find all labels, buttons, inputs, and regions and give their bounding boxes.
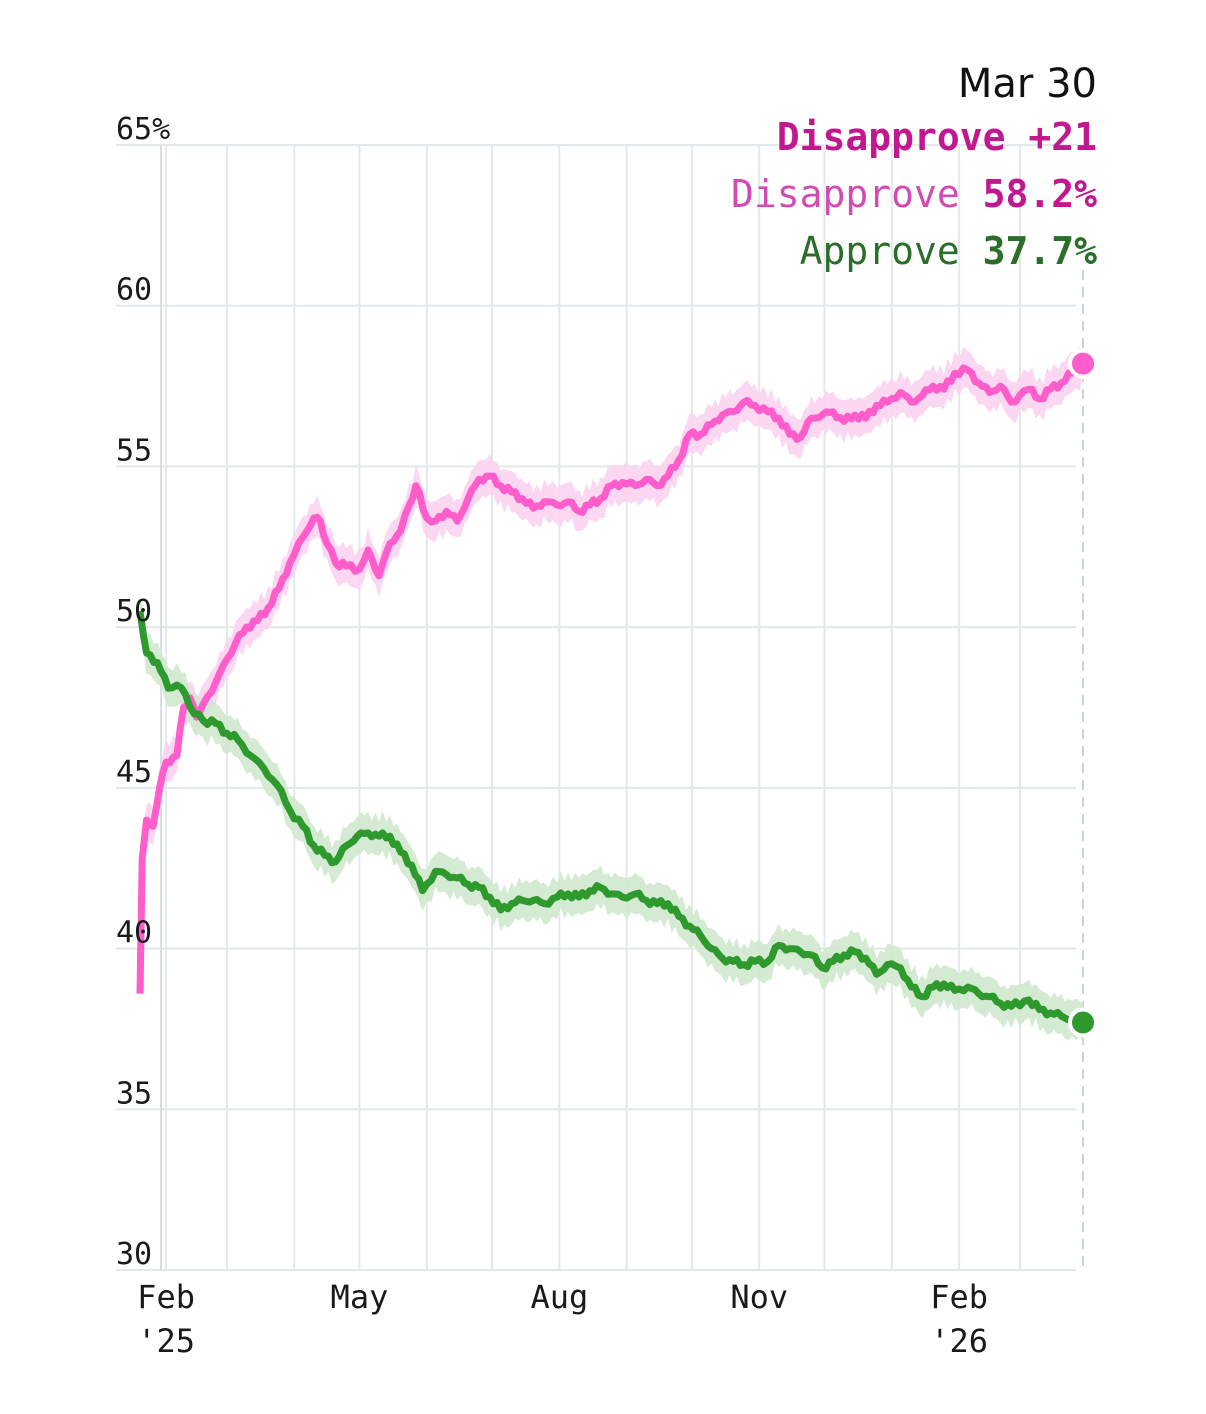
y-tick-label: 40: [116, 916, 152, 951]
series-endpoints: [1068, 348, 1098, 1038]
legend-disapprove: Disapprove 58.2%: [731, 172, 1097, 216]
legend-approve-name: Approve: [800, 229, 960, 273]
series-lines: [136, 361, 1086, 1026]
endpoint-approve: [1068, 1007, 1098, 1038]
y-tick-label: 30: [116, 1237, 152, 1272]
x-tick-label: May: [331, 1278, 389, 1316]
y-gridlines: [116, 144, 1076, 1271]
line-disapprove: [136, 361, 1086, 994]
legend: Mar 30 Disapprove +21 Disapprove 58.2% A…: [731, 61, 1097, 273]
band-approve: [140, 597, 1083, 1044]
x-tick-sublabel: '26: [930, 1322, 988, 1360]
legend-approve-value: 37.7%: [983, 229, 1098, 273]
endpoint-disapprove: [1068, 348, 1098, 379]
y-tick-label: 45: [116, 755, 152, 790]
y-tick-labels: 65% 60 55 50 45 40 35 30: [116, 112, 170, 1272]
x-tick-label: Nov: [730, 1278, 788, 1316]
x-tick-sublabel: '25: [137, 1322, 195, 1360]
x-gridlines: [160, 145, 1021, 1270]
legend-disapprove-name: Disapprove: [731, 172, 960, 216]
y-tick-label: 55: [116, 433, 152, 468]
x-tick-label: Feb: [930, 1278, 988, 1316]
y-tick-label: 50: [116, 594, 152, 629]
uncertainty-bands: [140, 347, 1083, 1044]
y-tick-label: 60: [116, 273, 152, 308]
x-tick-label: Feb: [137, 1278, 195, 1316]
y-tick-label: 65%: [116, 112, 170, 147]
line-approve: [136, 610, 1085, 1026]
legend-disapprove-value: 58.2%: [983, 172, 1098, 216]
y-tick-label: 35: [116, 1076, 152, 1111]
band-disapprove: [140, 347, 1083, 1016]
legend-approve: Approve 37.7%: [800, 229, 1098, 273]
legend-date: Mar 30: [958, 61, 1097, 107]
x-tick-labels: Feb '25 May Aug Nov Feb '26: [137, 1278, 988, 1360]
legend-headline: Disapprove +21: [777, 115, 1097, 159]
x-tick-label: Aug: [530, 1278, 588, 1316]
